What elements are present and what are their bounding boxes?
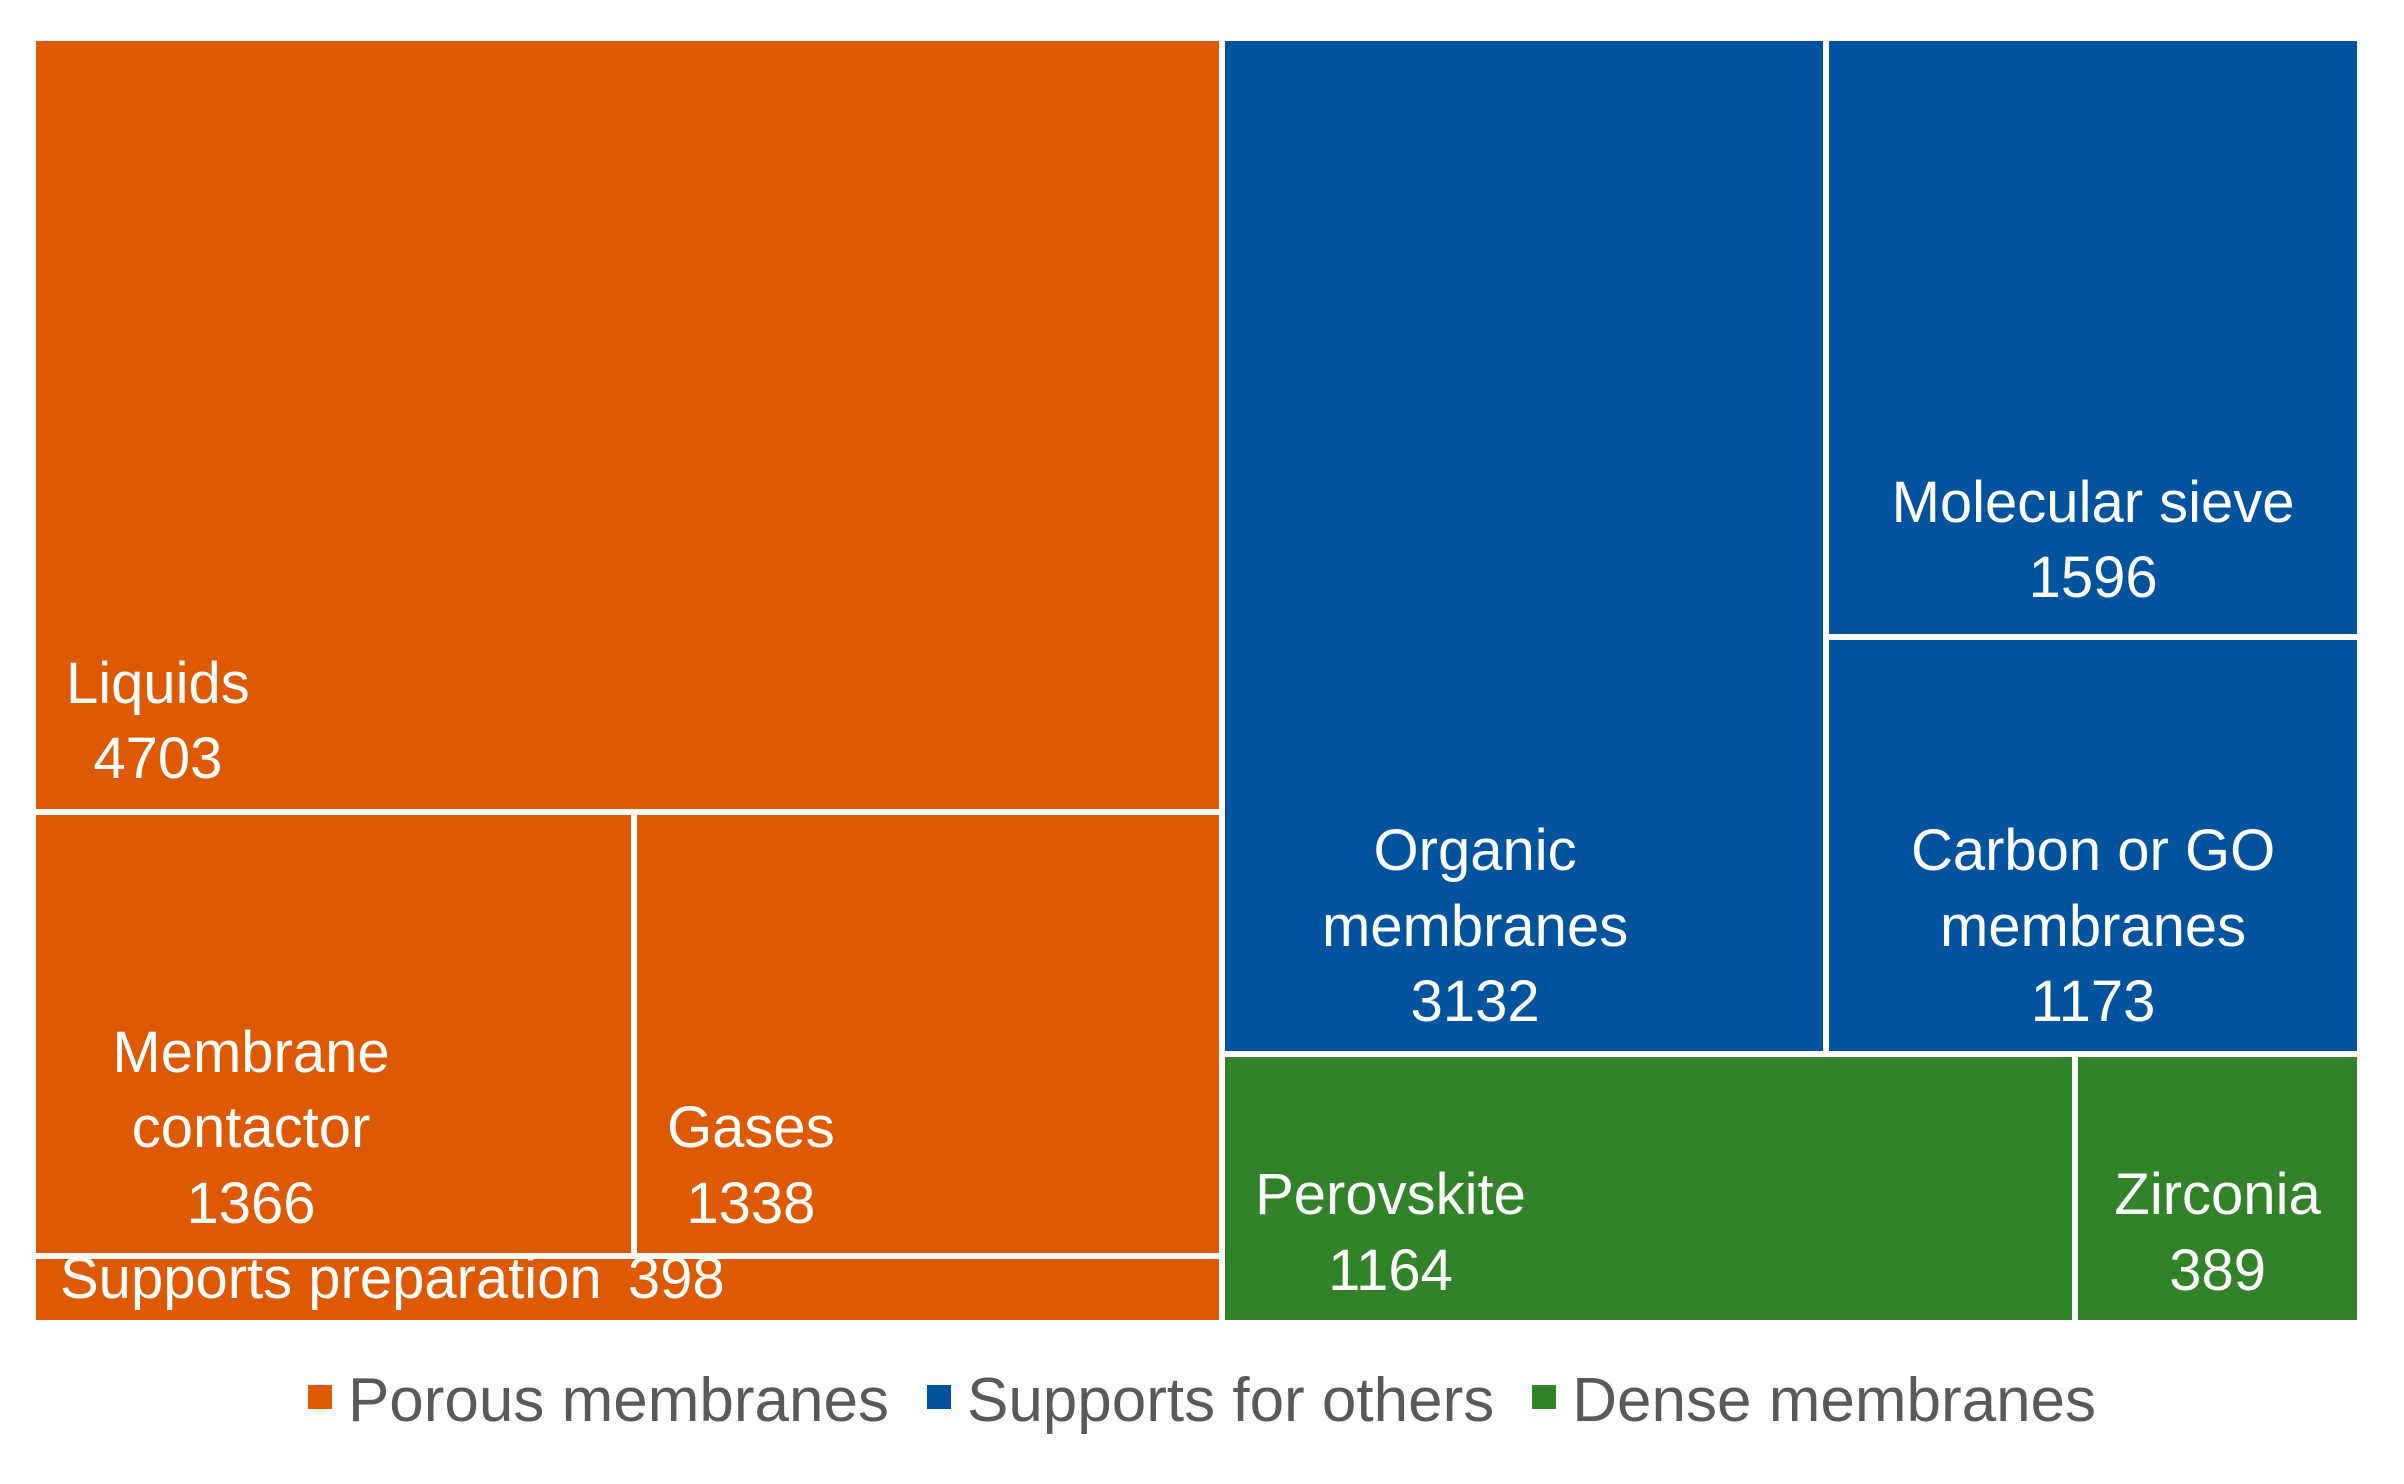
legend-item-porous-membranes[interactable]: Porous membranes [307, 1366, 889, 1435]
treemap-cell-carbon-or-go-membranes[interactable]: Carbon or GO membranes 1173 [1826, 636, 2360, 1055]
treemap-cell-gases[interactable]: Gases 1338 [634, 811, 1223, 1257]
cell-category-text: Carbon or GO membranes [1910, 818, 2276, 959]
treemap-cell-supports-preparation[interactable]: Supports preparation 398 [33, 1246, 1223, 1323]
legend-swatch-dense-icon [1532, 1385, 1557, 1409]
cell-category-text: Liquids [66, 650, 250, 716]
cell-category-text: Organic membranes [1321, 818, 1629, 959]
cell-label-membrane-contactor: Membrane contactor 1366 [66, 1015, 436, 1241]
cell-label-supports-preparation: Supports preparation 398 [60, 1241, 725, 1316]
cell-category-text: Gases [667, 1095, 835, 1161]
treemap-plot-area: Liquids 4703 Membrane contactor 1366 Gas… [33, 38, 2360, 1323]
cell-label-liquids: Liquids 4703 [66, 646, 250, 797]
legend-swatch-supports-icon [926, 1385, 951, 1409]
cell-value-text: 389 [2169, 1237, 2266, 1303]
legend-label-dense: Dense membranes [1572, 1366, 2097, 1435]
cell-label-carbon-or-go-membranes: Carbon or GO membranes 1173 [1835, 813, 2351, 1039]
cell-category-text: Zirconia [2114, 1162, 2321, 1228]
cell-label-organic-membranes: Organic membranes 3132 [1255, 813, 1695, 1039]
cell-category-text: Membrane contactor [112, 1020, 390, 1161]
cell-category-text: Perovskite [1255, 1162, 1526, 1228]
cell-label-molecular-sieve: Molecular sieve 1596 [1835, 465, 2351, 616]
cell-value-text: 1173 [2030, 969, 2156, 1035]
cell-label-zirconia: Zirconia 389 [2084, 1157, 2351, 1308]
cell-value-text: 1338 [686, 1170, 816, 1236]
cell-value-text: 1164 [1328, 1237, 1453, 1303]
treemap-cell-perovskite[interactable]: Perovskite 1164 [1222, 1054, 2076, 1323]
cell-value-text: 398 [627, 1245, 725, 1311]
cell-value-text: 3132 [1410, 969, 1540, 1035]
legend-item-dense-membranes[interactable]: Dense membranes [1532, 1370, 2096, 1432]
cell-value-text: 4703 [93, 726, 223, 792]
legend-item-supports-for-others[interactable]: Supports for others [926, 1366, 1495, 1435]
treemap-cell-liquids[interactable]: Liquids 4703 [33, 38, 1223, 812]
legend-label-supports: Supports for others [966, 1366, 1495, 1435]
treemap-cell-zirconia[interactable]: Zirconia 389 [2075, 1054, 2360, 1323]
legend-swatch-porous-icon [307, 1385, 332, 1409]
legend-label-porous: Porous membranes [347, 1366, 889, 1435]
cell-value-text: 1596 [2028, 545, 2158, 611]
cell-category-text: Molecular sieve [1891, 470, 2295, 536]
cell-category-text: Supports preparation [60, 1245, 602, 1311]
cell-label-perovskite: Perovskite 1164 [1255, 1157, 1526, 1308]
treemap-cell-organic-membranes[interactable]: Organic membranes 3132 [1222, 38, 1827, 1055]
treemap-cell-membrane-contactor[interactable]: Membrane contactor 1366 [33, 811, 635, 1257]
treemap-cell-molecular-sieve[interactable]: Molecular sieve 1596 [1826, 38, 2360, 637]
cell-label-gases: Gases 1338 [667, 1090, 835, 1241]
cell-value-text: 1366 [186, 1170, 316, 1236]
legend: Porous membranes Supports for others Den… [0, 1358, 2404, 1444]
